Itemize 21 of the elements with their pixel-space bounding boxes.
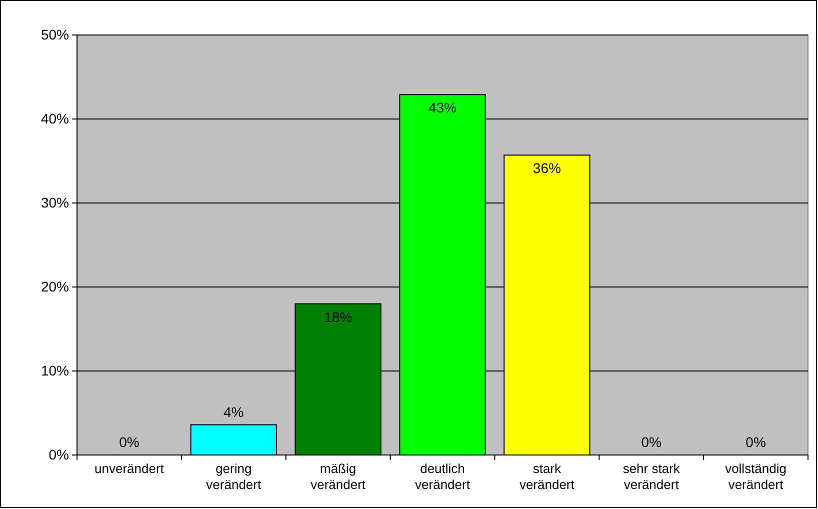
- data-label: 18%: [324, 308, 352, 325]
- y-tick-label: 20%: [40, 278, 69, 294]
- y-tick-label: 10%: [40, 362, 69, 378]
- data-label: 4%: [224, 404, 244, 420]
- y-tick-label: 0%: [48, 446, 69, 462]
- x-tick-label: unverändert: [94, 461, 164, 476]
- x-tick-label: stark verändert: [519, 461, 575, 492]
- data-label: 36%: [532, 160, 561, 176]
- data-label: 0%: [746, 434, 766, 450]
- y-tick-label: 40%: [40, 110, 69, 126]
- x-tick-label: vollständig verändert: [725, 461, 787, 492]
- x-tick-label: sehr stark verändert: [622, 461, 680, 492]
- y-tick-label: 50%: [40, 26, 69, 42]
- data-label: 43%: [428, 100, 457, 116]
- x-tick-label: deutlich verändert: [415, 461, 470, 492]
- x-tick-label: mäßig verändert: [310, 461, 366, 492]
- x-tick-label: gering verändert: [206, 461, 262, 492]
- data-label: 0%: [119, 434, 140, 450]
- data-label: 0%: [641, 434, 662, 450]
- y-tick-label: 30%: [40, 194, 69, 210]
- bar: [190, 424, 277, 456]
